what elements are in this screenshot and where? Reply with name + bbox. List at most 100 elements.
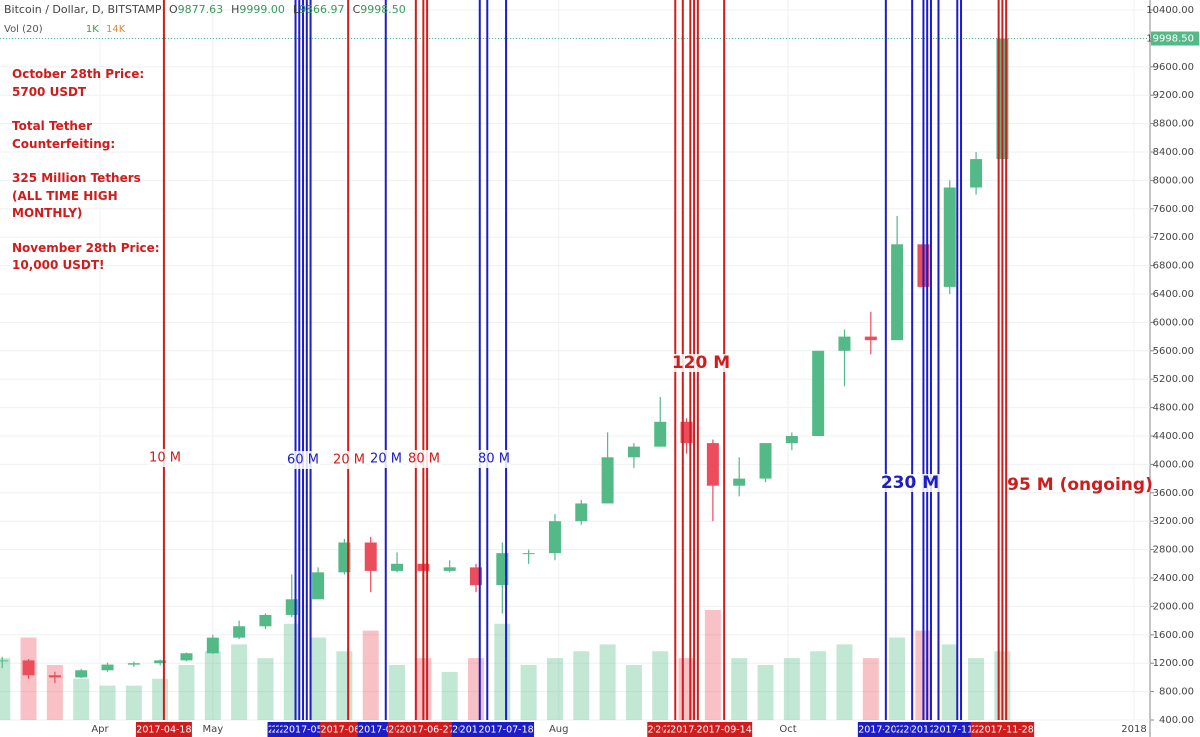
candle-body	[864, 336, 877, 341]
annotation-bg	[148, 449, 182, 467]
y-tick-label: 1200.00	[1153, 658, 1194, 669]
last-price-label: 9998.50	[1153, 34, 1194, 45]
candle-body	[180, 653, 193, 661]
volume-bar	[178, 665, 195, 720]
y-tick-label: 6400.00	[1153, 289, 1194, 300]
ohlc-key: C	[352, 3, 361, 16]
y-tick-label: 400.00	[1159, 715, 1194, 726]
volume-bar	[468, 658, 484, 720]
y-tick-label: 3600.00	[1153, 488, 1194, 499]
candle-body	[0, 660, 9, 662]
volume-bar	[204, 651, 221, 720]
volume-bar	[310, 637, 327, 720]
volume-bar	[441, 671, 458, 720]
volume-bar	[678, 658, 695, 720]
candle-body	[364, 542, 377, 571]
y-tick-label: 5200.00	[1153, 374, 1194, 385]
annotation: 95 M (ongoing)	[1007, 475, 1153, 495]
candle-body	[891, 244, 904, 341]
volume-bar	[968, 658, 985, 720]
x-tick-label: May	[202, 724, 223, 735]
note-paragraph: October 28th Price: 5700 USDT	[12, 66, 160, 101]
volume-bar	[231, 644, 248, 720]
annotation-bg	[286, 451, 320, 469]
candle-body	[391, 563, 404, 571]
annotation: 10 M	[149, 451, 181, 466]
event-date-box	[399, 722, 456, 737]
candle-body	[127, 663, 140, 665]
note-line: 10,000 USDT!	[12, 258, 105, 272]
candle-body	[812, 350, 825, 436]
event-date-label: 2017-11-16	[933, 725, 988, 736]
event-date-label: 2017-06-16	[358, 725, 413, 736]
ohlc-key: O	[168, 3, 178, 16]
y-tick-label: 4800.00	[1153, 403, 1194, 414]
note-line: October 28th Price:	[12, 67, 145, 81]
event-date-label: 2017-06-06	[321, 725, 376, 736]
annotation-bg	[332, 451, 366, 469]
candle-body	[443, 567, 456, 571]
last-price-box	[1151, 31, 1199, 46]
y-tick-label: 7600.00	[1153, 204, 1194, 215]
annotation: 80 M	[408, 452, 440, 467]
y-tick-label: 4000.00	[1153, 459, 1194, 470]
event-date-label: 2017-04-18	[136, 725, 191, 736]
candle-body	[943, 187, 956, 287]
candle-body	[154, 660, 167, 664]
x-tick-label: Oct	[779, 724, 796, 735]
volume-bar	[152, 678, 169, 720]
note-paragraph: 325 Million Tethers (ALL TIME HIGH MONTHLY…	[12, 170, 160, 223]
event-date-box	[478, 722, 535, 737]
x-tick-label: Aug	[549, 724, 569, 735]
volume-header: Vol (20) 1K 14K	[4, 24, 125, 35]
candle-body	[627, 446, 640, 458]
annotation-bg	[369, 450, 403, 468]
x-tick-label: Apr	[91, 724, 109, 735]
event-date-label: 2017-11-28	[979, 725, 1034, 736]
annotation-bg	[407, 450, 441, 468]
volume-bar	[783, 658, 800, 720]
annotation: 80 M	[478, 452, 510, 467]
candle-body	[575, 503, 588, 522]
y-tick-label: 9600.00	[1153, 62, 1194, 73]
candle-body	[601, 457, 614, 504]
y-tick-label: 6800.00	[1153, 261, 1194, 272]
volume-bar	[494, 623, 511, 720]
ohlc-value: 9998.50	[360, 3, 406, 16]
ohlc-key: L	[292, 3, 300, 16]
y-tick-label: 8000.00	[1153, 175, 1194, 186]
notes: October 28th Price: 5700 USDT Total Tether…	[12, 66, 160, 292]
event-date-box	[978, 722, 1035, 737]
volume-bar	[599, 644, 616, 720]
y-tick-label: 4400.00	[1153, 431, 1194, 442]
volume-bar	[73, 678, 90, 720]
volume-bar	[257, 658, 274, 720]
y-tick-label: 800.00	[1159, 687, 1194, 698]
volume-bar	[731, 658, 748, 720]
candle-body	[206, 637, 219, 654]
volume-bar	[362, 630, 379, 720]
annotation-bg	[878, 474, 942, 492]
candle-body	[785, 436, 798, 444]
candle-body	[706, 443, 719, 486]
note-paragraph: Total Tether Counterfeiting:	[12, 118, 160, 153]
volume-bar	[704, 610, 721, 720]
volume-bar	[810, 651, 827, 720]
candle-body	[312, 572, 325, 600]
event-date-label: 2017-09-14	[697, 725, 752, 736]
volume-bar	[862, 658, 879, 720]
y-tick-label: 1600.00	[1153, 630, 1194, 641]
ohlc: O9877.63 H9999.00 L9866.97 C9998.50	[165, 3, 410, 16]
volume-bar	[941, 644, 958, 720]
volume-bar	[757, 665, 774, 720]
y-tick-label: 10400.00	[1146, 5, 1194, 16]
ohlc-value: 9877.63	[177, 3, 224, 16]
header: Bitcoin / Dollar, D, BITSTAMP O9877.63 H9…	[4, 3, 410, 16]
note-line: (ALL TIME HIGH	[12, 188, 118, 203]
note-paragraph: November 28th Price: 10,000 USDT!	[12, 240, 160, 275]
event-date-label: 2017-06-27	[400, 725, 455, 736]
volume-label: Vol (20)	[4, 24, 43, 35]
